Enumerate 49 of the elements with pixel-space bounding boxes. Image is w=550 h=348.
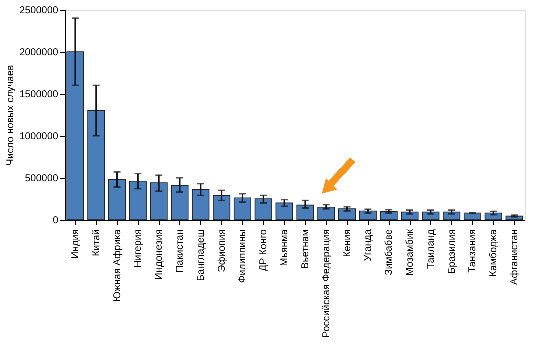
x-tick-label: Южная Африка	[112, 229, 124, 302]
bar	[213, 195, 231, 220]
x-tick-label: Камбоджа	[488, 229, 500, 277]
bar	[443, 212, 461, 220]
bar	[318, 207, 336, 220]
bar	[171, 185, 189, 220]
x-tick-label: Таиланд	[426, 229, 437, 270]
bar	[276, 202, 294, 220]
x-tick-label: Танзания	[468, 230, 479, 273]
x-tick-label: Нигерия	[133, 230, 144, 268]
x-tick-label: Мьянма	[280, 229, 291, 266]
x-tick-label: Мозамбик	[405, 228, 416, 276]
x-tick-label: Филиппины	[238, 230, 249, 284]
x-tick-label: Вьетнам	[300, 229, 312, 270]
bar	[422, 212, 440, 220]
bar	[338, 208, 356, 220]
bar	[88, 110, 106, 220]
bar	[254, 198, 272, 220]
x-tick-label: ДР Конго	[258, 229, 270, 272]
x-tick-label: Индия	[70, 230, 82, 260]
x-tick-label: Российская Федерация	[321, 230, 332, 338]
x-tick-label: Кения	[342, 230, 354, 258]
x-tick-label: Эфиопия	[216, 230, 228, 272]
bar	[150, 182, 168, 220]
y-tick-label: 1000000	[20, 132, 59, 142]
x-tick-label: Афганистан	[510, 230, 521, 286]
bar	[380, 211, 398, 220]
bar	[108, 179, 126, 220]
x-tick-label: Зимбабве	[384, 229, 396, 276]
x-tick-label: Пакистан	[175, 230, 186, 273]
bar	[66, 52, 84, 220]
bar	[359, 210, 377, 220]
bar	[129, 180, 147, 220]
bar	[192, 189, 210, 220]
bar	[296, 204, 314, 220]
y-tick-label: 500000	[25, 174, 59, 184]
x-tick-label: Бразилия	[446, 230, 458, 274]
y-tick-label: 2000000	[20, 48, 59, 58]
y-tick-label: 0	[52, 216, 59, 226]
bar	[464, 212, 482, 220]
x-tick-label: Бангладеш	[196, 230, 207, 282]
y-tick-label: 1500000	[20, 90, 59, 100]
x-tick-label: Индонезия	[154, 230, 166, 280]
x-tick-label: Китай	[91, 230, 102, 257]
y-tick-label: 2500000	[20, 6, 59, 16]
x-tick-label: Уганда	[363, 229, 374, 262]
bar	[401, 212, 419, 220]
bar	[234, 198, 252, 220]
y-axis-title: Число новых случаев	[6, 65, 17, 166]
